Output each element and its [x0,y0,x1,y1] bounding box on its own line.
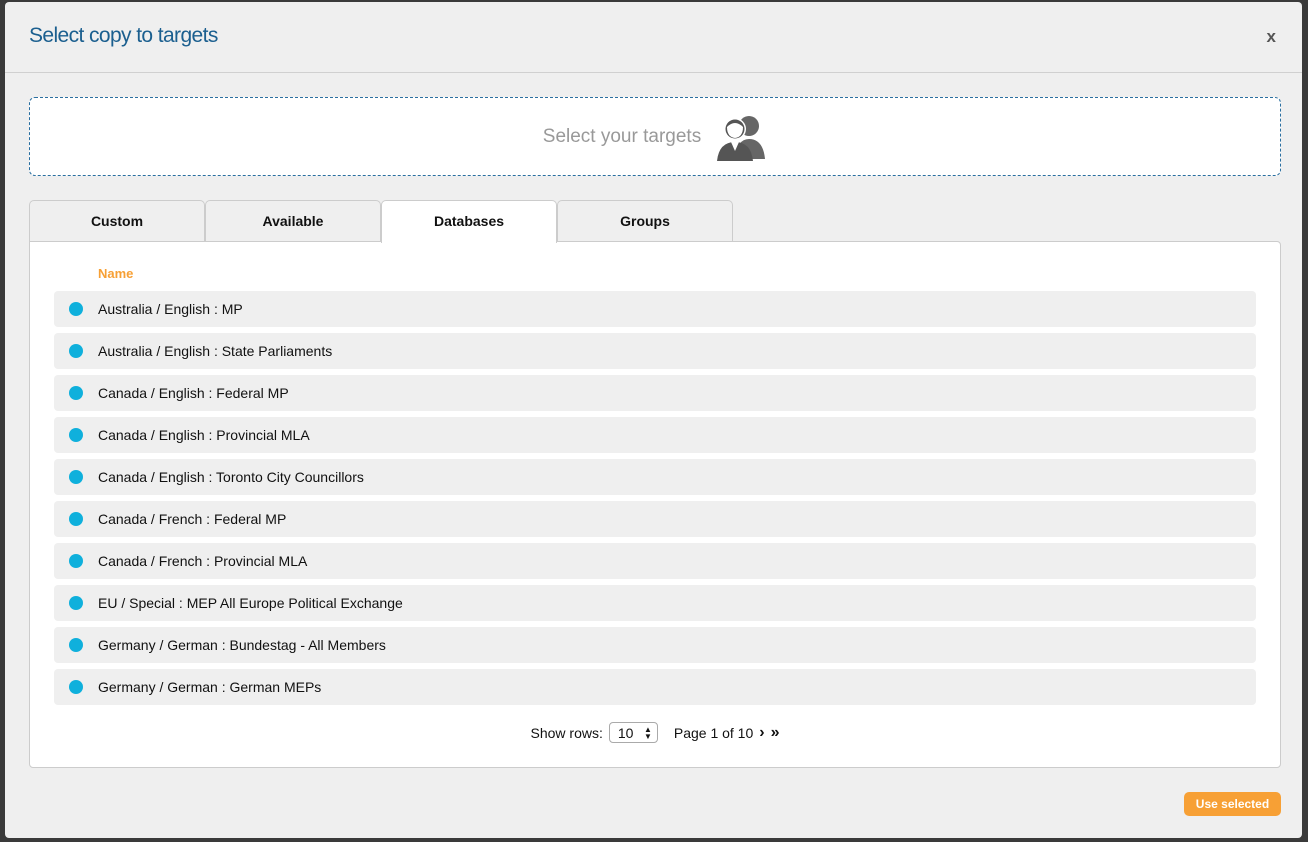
row-name: Canada / English : Provincial MLA [98,427,310,443]
tab-custom[interactable]: Custom [29,200,205,242]
status-dot-icon [69,470,83,484]
status-dot-icon [69,386,83,400]
targets-dropzone[interactable]: Select your targets [29,97,1281,176]
tab-bar: Custom Available Databases Groups [29,200,733,243]
select-arrows-icon: ▲ ▼ [643,724,652,741]
row-name: Australia / English : State Parliaments [98,343,333,359]
select-targets-dialog: Select copy to targets x Select your tar… [5,2,1302,838]
rows-per-page-select[interactable]: 10 ▲ ▼ [608,722,658,743]
row-name: Canada / French : Federal MP [98,511,287,527]
row-name: EU / Special : MEP All Europe Political … [98,595,403,611]
status-dot-icon [69,680,83,694]
status-dot-icon [69,512,83,526]
rows-per-page-value: 10 [617,724,634,741]
status-dot-icon [69,344,83,358]
dialog-header: Select copy to targets x [5,2,1302,73]
table-row[interactable]: Canada / French : Provincial MLA [54,543,1256,579]
dialog-title: Select copy to targets [29,24,218,47]
use-selected-button[interactable]: Use selected [1184,792,1281,816]
status-dot-icon [69,302,83,316]
column-header-name[interactable]: Name [98,266,134,281]
row-name: Germany / German : Bundestag - All Membe… [98,637,386,653]
table-row[interactable]: Germany / German : Bundestag - All Membe… [54,627,1256,663]
table-row[interactable]: Canada / English : Federal MP [54,375,1256,411]
table-row[interactable]: Canada / English : Provincial MLA [54,417,1256,453]
row-name: Australia / English : MP [98,301,243,317]
table-row[interactable]: Germany / German : German MEPs [54,669,1256,705]
tab-databases[interactable]: Databases [381,200,557,243]
table-row[interactable]: EU / Special : MEP All Europe Political … [54,585,1256,621]
tab-available[interactable]: Available [205,200,381,242]
status-dot-icon [69,428,83,442]
table-row[interactable]: Canada / English : Toronto City Councill… [54,459,1256,495]
table-row[interactable]: Australia / English : MP [54,291,1256,327]
tab-groups[interactable]: Groups [557,200,733,242]
page-indicator: Page 1 of 10 [673,724,754,741]
table-row[interactable]: Canada / French : Federal MP [54,501,1256,537]
show-rows-label: Show rows: [530,724,603,741]
users-icon [717,115,766,161]
status-dot-icon [69,638,83,652]
last-page-icon[interactable]: » [770,723,780,741]
row-name: Canada / English : Toronto City Councill… [98,469,364,485]
dropzone-label: Select your targets [542,125,702,147]
status-dot-icon [69,596,83,610]
row-name: Canada / French : Provincial MLA [98,553,308,569]
database-list: Australia / English : MP Australia / Engl… [54,291,1256,711]
status-dot-icon [69,554,83,568]
pagination: Show rows: 10 ▲ ▼ Page 1 of 10 › » [30,722,1280,743]
row-name: Germany / German : German MEPs [98,679,322,695]
next-page-icon[interactable]: › [759,723,765,741]
row-name: Canada / English : Federal MP [98,385,289,401]
table-row[interactable]: Australia / English : State Parliaments [54,333,1256,369]
close-button[interactable]: x [1266,27,1276,46]
databases-panel: Name Australia / English : MP Australia /… [29,241,1281,768]
